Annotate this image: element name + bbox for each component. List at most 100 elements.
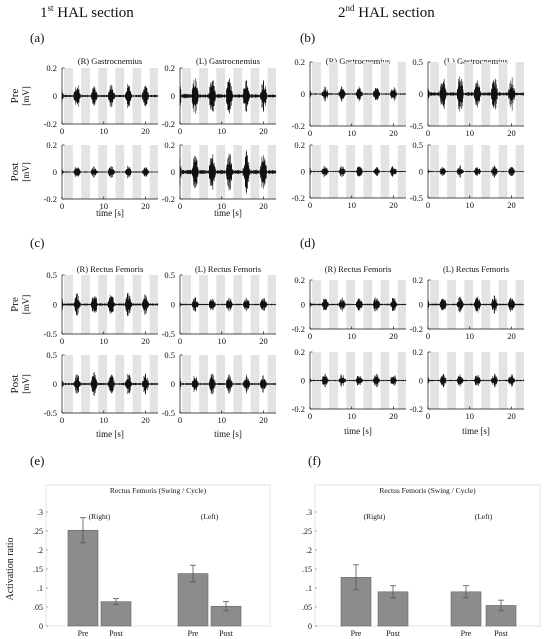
panel-a-post-right-leg-emg-trace bbox=[61, 165, 159, 179]
panel-c-post-left-leg-x-tick-label: 10 bbox=[217, 415, 226, 425]
panel-a-label: (a) bbox=[30, 30, 44, 45]
panel-a-pre-left-leg-axes bbox=[179, 67, 277, 125]
panel-f-category-label: Post bbox=[386, 629, 401, 638]
panel-a-pre-right-leg-y-tick-label: 0 bbox=[53, 91, 57, 101]
panel-e-category-label: Pre bbox=[78, 629, 89, 638]
panel-b-pre-left-leg-y-tick-label: -0.5 bbox=[410, 121, 423, 131]
panel-d-pre-right-leg-x-tick-label: 20 bbox=[389, 331, 398, 341]
panel-a-post-right-leg-x-tick-label: 20 bbox=[141, 201, 150, 211]
panel-d-post-left-leg-axes bbox=[427, 351, 525, 410]
panel-c-post-right-leg-x-tick-label: 10 bbox=[99, 415, 108, 425]
panel-a-row-unit: [mV] bbox=[21, 86, 31, 106]
panel-d-pre-left-leg-x-tick-label: 0 bbox=[426, 331, 430, 341]
first-section-heading: 1st HAL section bbox=[40, 3, 134, 22]
panel-b-pre-left-leg-y-tick-label: 0.5 bbox=[412, 57, 423, 67]
panel-c-pre-left-leg-axes bbox=[179, 274, 277, 335]
panel-b-post-right-leg-axes bbox=[309, 144, 407, 199]
panel-b-post-left-leg-x-tick-label: 20 bbox=[507, 200, 516, 210]
panel-d-pre-left-leg-emg-trace bbox=[427, 295, 525, 314]
panel-e-bar-right-pre bbox=[67, 529, 99, 627]
panel-e-bar-right-post bbox=[100, 601, 132, 627]
panel-a-post-left-leg-x-tick-label: 0 bbox=[178, 201, 182, 211]
panel-e-category-label: Post bbox=[219, 629, 234, 638]
panel-a-pre-left-leg-x-tick-label: 20 bbox=[259, 126, 268, 136]
panel-e-group-label-right: (Right) bbox=[89, 512, 111, 521]
panel-a-post-right-leg-y-tick-label: -0.2 bbox=[44, 194, 57, 204]
panel-a-post-right-leg-axes bbox=[61, 144, 159, 200]
first-section-suffix: st bbox=[47, 3, 54, 13]
panel-b-post-right-leg-x-tick-label: 20 bbox=[389, 200, 398, 210]
panel-c-pre-right-leg-x-tick-label: 20 bbox=[141, 336, 150, 346]
panel-e-y-tick-label: .3 bbox=[37, 508, 43, 517]
panel-a-row-label: Pre bbox=[9, 89, 21, 104]
panel-d-post-left-leg-x-tick-label: 20 bbox=[507, 411, 516, 421]
first-section-label: HAL section bbox=[53, 5, 134, 21]
panel-d-pre-right-leg-emg-trace bbox=[309, 297, 407, 312]
panel-a-title-right: (L) Gastrocnemius bbox=[196, 56, 260, 66]
panel-c-post-left-leg-x-tick-label: 20 bbox=[259, 415, 268, 425]
panel-c-title-left: (R) Rectus Femoris bbox=[77, 264, 144, 274]
panel-c-pre-right-leg-y-tick-label: 0 bbox=[53, 300, 57, 310]
panel-e-label: (e) bbox=[30, 453, 44, 468]
panel-a-row-label: Post bbox=[9, 163, 21, 182]
panel-c-pre-left-leg-y-tick-label: -0.5 bbox=[162, 329, 175, 339]
panel-f-category-label: Pre bbox=[461, 629, 472, 638]
panel-a-post-left-leg-x-tick-label: 10 bbox=[217, 201, 226, 211]
panel-c-post-right-leg-axes bbox=[61, 354, 159, 414]
panel-c-title-right: (L) Rectus Femoris bbox=[195, 264, 261, 274]
panel-c-pre-left-leg-y-tick-label: 0 bbox=[171, 300, 175, 310]
panel-b-post-left-leg-x-tick-label: 10 bbox=[465, 200, 474, 210]
panel-b-post-left-leg-y-tick-label: -0.5 bbox=[410, 193, 423, 203]
panel-b-post-left-leg-x-tick-label: 0 bbox=[426, 200, 430, 210]
panel-b-title-left: (R) Gastrocnemius bbox=[326, 56, 390, 66]
panel-c-pre-left-leg-y-tick-label: 0.5 bbox=[164, 270, 175, 280]
panel-a-pre-right-leg-x-tick-label: 20 bbox=[141, 126, 150, 136]
panel-d-post-right-leg-x-tick-label: 20 bbox=[389, 411, 398, 421]
panel-b-pre-right-leg-emg-trace bbox=[309, 86, 407, 102]
panel-f-y-tick-label: .2 bbox=[306, 546, 312, 555]
panel-b-post-right-leg-x-tick-label: 10 bbox=[347, 200, 356, 210]
panel-d-post-left-leg-emg-trace bbox=[427, 373, 525, 388]
panel-d-pre-right-leg-x-tick-label: 0 bbox=[308, 331, 312, 341]
panel-a-row-unit: [mV] bbox=[21, 162, 31, 182]
panel-d-pre-right-leg-y-tick-label: 0 bbox=[301, 300, 305, 310]
panel-a-pre-left-leg-x-tick-label: 10 bbox=[217, 126, 226, 136]
panel-d-post-right-leg-y-tick-label: -0.2 bbox=[292, 404, 305, 414]
panel-b-post-left-leg-y-tick-label: 0 bbox=[419, 167, 423, 177]
panel-c-post-left-leg-axes bbox=[179, 354, 277, 414]
panel-d-post-left-leg-y-tick-label: 0.2 bbox=[412, 347, 423, 357]
panel-c-pre-left-leg-x-tick-label: 10 bbox=[217, 336, 226, 346]
second-section-suffix: nd bbox=[345, 3, 355, 13]
panel-a-pre-left-leg-y-tick-label: -0.2 bbox=[162, 119, 175, 129]
panel-e-ylabel: Activation ratio bbox=[5, 537, 16, 600]
panel-b-pre-left-leg-x-tick-label: 0 bbox=[426, 128, 430, 138]
panel-b-pre-right-leg-y-tick-label: -0.2 bbox=[292, 121, 305, 131]
panel-b-pre-right-leg-y-tick-label: 0.2 bbox=[294, 57, 305, 67]
panel-f-bar-right-pre bbox=[340, 577, 372, 627]
panel-c-pre-right-leg-emg-trace bbox=[61, 292, 159, 317]
panel-a-pre-right-leg-axes bbox=[61, 67, 159, 125]
panel-d-post-left-leg-y-tick-label: -0.2 bbox=[410, 404, 423, 414]
panel-f-category-label: Post bbox=[494, 629, 509, 638]
second-section-heading: 2nd HAL section bbox=[338, 3, 435, 22]
panel-f-y-tick-label: .1 bbox=[306, 584, 312, 593]
panel-b-label: (b) bbox=[300, 30, 315, 45]
panel-c-row-unit: [mV] bbox=[21, 295, 31, 315]
panel-b-pre-left-leg-x-tick-label: 10 bbox=[465, 128, 474, 138]
panel-d-post-right-leg-y-tick-label: 0.2 bbox=[294, 347, 305, 357]
panel-e-y-tick-label: 0 bbox=[39, 622, 43, 631]
panel-b-post-left-leg-emg-trace bbox=[427, 165, 525, 178]
panel-b-pre-right-leg-x-tick-label: 0 bbox=[308, 128, 312, 138]
panel-d-label: (d) bbox=[300, 235, 315, 250]
panel-b-post-right-leg-y-tick-label: 0.2 bbox=[294, 140, 305, 150]
panel-d-post-right-leg-axes bbox=[309, 351, 407, 410]
panel-a-pre-left-leg-y-tick-label: 0.2 bbox=[164, 63, 175, 73]
panel-b-pre-right-leg-x-tick-label: 10 bbox=[347, 128, 356, 138]
second-section-label: HAL section bbox=[354, 5, 435, 21]
panel-b-post-right-leg-y-tick-label: 0 bbox=[301, 167, 305, 177]
panel-f-frame bbox=[314, 484, 541, 627]
panel-e-y-tick-label: .25 bbox=[33, 527, 43, 536]
panel-c-row-label: Pre bbox=[9, 297, 21, 312]
panel-f-y-tick-label: .05 bbox=[302, 603, 312, 612]
panel-d-post-left-leg-x-tick-label: 10 bbox=[465, 411, 474, 421]
